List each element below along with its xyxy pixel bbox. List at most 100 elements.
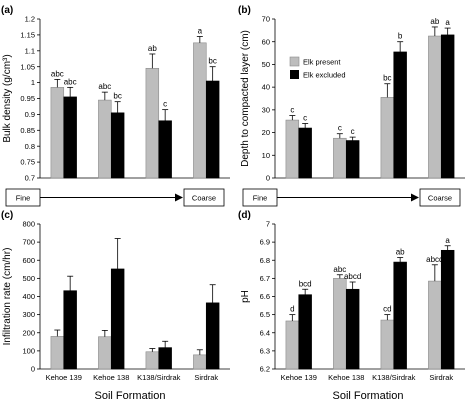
x-tick-label: Kehoe 138 <box>93 373 129 382</box>
y-tick-label: 400 <box>22 292 35 301</box>
significance-letter: abc <box>98 82 111 91</box>
x-axis-label-left: Soil Formation <box>95 390 166 402</box>
gradient-fine-label: Fine <box>253 194 268 203</box>
significance-letter: bc <box>383 74 391 83</box>
significance-letter: abc <box>64 77 77 86</box>
y-tick-label: 6.9 <box>260 238 270 247</box>
x-axis-label-right: Soil Formation <box>333 390 404 402</box>
significance-letter: bc <box>208 57 216 66</box>
x-tick-label: K138/Sirdrak <box>137 373 181 382</box>
gradient-arrow-right: Fine Coarse <box>242 188 461 207</box>
bar-elk-excluded <box>63 96 77 179</box>
bar-elk-excluded <box>393 51 407 179</box>
y-axis-label: pH <box>240 290 251 303</box>
bar-elk-present <box>50 336 65 370</box>
y-tick-label: 6.8 <box>260 256 270 265</box>
significance-letter: abcd <box>426 255 443 264</box>
y-tick-label: 0 <box>266 174 270 183</box>
bar-elk-excluded <box>110 112 125 179</box>
bar-elk-excluded <box>298 127 312 179</box>
y-tick-label: 300 <box>22 310 35 319</box>
y-tick-label: 0 <box>31 365 35 374</box>
legend-label-excluded: Elk excluded <box>303 71 346 80</box>
y-axis-label: Bulk density (g/cm³) <box>2 54 13 142</box>
panel-label: (c) <box>1 210 13 221</box>
significance-letter: c <box>303 113 307 122</box>
y-tick-label: 50 <box>262 60 270 69</box>
bar-elk-present <box>333 278 347 370</box>
chart-panel: (c) Infiltration rate (cm/hr) 0 100 200 300 40… <box>1 210 230 382</box>
bar-elk-present <box>145 351 160 370</box>
significance-letter: a <box>445 18 450 27</box>
y-tick-label: 0.75 <box>20 158 35 167</box>
x-tick-label: Sirdrak <box>194 373 218 382</box>
y-tick-label: 0.9 <box>25 110 35 119</box>
bar-elk-present <box>333 137 347 179</box>
bar-elk-excluded <box>440 249 455 370</box>
bar-elk-excluded <box>298 294 312 370</box>
y-tick-label: 30 <box>262 105 270 114</box>
gradient-fine-label: Fine <box>16 194 31 203</box>
x-tick-label: Sirdrak <box>429 373 453 382</box>
bar-elk-excluded <box>440 34 455 179</box>
bar-elk-present <box>145 67 160 179</box>
y-tick-label: 10 <box>262 151 270 160</box>
y-tick-label: 0.85 <box>20 126 35 135</box>
y-tick-label: 0.8 <box>25 142 35 151</box>
y-tick-label: 6.6 <box>260 292 270 301</box>
significance-letter: a <box>198 26 203 35</box>
bar-elk-present <box>380 97 395 179</box>
y-tick-label: 1.15 <box>20 31 35 40</box>
y-tick-label: 1.2 <box>25 15 35 24</box>
legend-label-present: Elk present <box>303 58 341 67</box>
bar-elk-excluded <box>205 80 220 179</box>
y-tick-label: 60 <box>262 37 270 46</box>
y-tick-label: 100 <box>22 346 35 355</box>
y-tick-label: 6.4 <box>260 328 270 337</box>
y-tick-label: 0.95 <box>20 94 35 103</box>
y-tick-label: 6.7 <box>260 274 270 283</box>
significance-letter: c <box>163 100 167 109</box>
x-tick-label: Kehoe 139 <box>281 373 317 382</box>
bar-elk-excluded <box>158 120 172 179</box>
significance-letter: ab <box>148 44 157 53</box>
panel-label: (b) <box>238 5 251 16</box>
x-tick-label: Kehoe 138 <box>328 373 364 382</box>
legend-swatch-excluded <box>290 70 299 79</box>
bar-elk-excluded <box>63 290 77 370</box>
significance-letter: c <box>351 127 355 136</box>
bar-elk-excluded <box>345 288 360 370</box>
significance-letter: bc <box>113 92 121 101</box>
significance-letter: c <box>338 124 342 133</box>
bar-elk-present <box>428 35 442 179</box>
chart-legend: Elk present Elk excluded <box>289 56 346 80</box>
gradient-coarse-label: Coarse <box>192 194 216 203</box>
gradient-arrow-left: Fine Coarse <box>5 188 225 207</box>
y-tick-label: 200 <box>22 328 35 337</box>
bar-elk-present <box>285 320 300 370</box>
bar-elk-excluded <box>205 302 220 370</box>
y-tick-label: 70 <box>262 15 270 24</box>
y-tick-label: 40 <box>262 83 270 92</box>
chart-panel: (b) Depth to compacted layer (cm) 0 10 20 30 4… <box>238 5 465 183</box>
bar-elk-excluded <box>393 261 407 370</box>
significance-letter: cd <box>383 305 391 314</box>
significance-letter: bcd <box>299 279 312 288</box>
x-tick-label: K138/Sirdrak <box>372 373 416 382</box>
bar-elk-present <box>428 280 442 370</box>
panel-label: (d) <box>238 210 251 221</box>
y-tick-label: 20 <box>262 128 270 137</box>
significance-letter: abcd <box>344 272 361 281</box>
legend-swatch-present <box>289 56 300 67</box>
significance-letter: b <box>398 32 403 41</box>
y-tick-label: 800 <box>22 220 35 229</box>
panel-label: (a) <box>1 5 13 16</box>
y-tick-label: 1.05 <box>20 62 35 71</box>
y-tick-label: 700 <box>22 238 35 247</box>
bar-elk-excluded <box>110 268 125 370</box>
bar-elk-present <box>98 336 112 370</box>
y-tick-label: 0.7 <box>25 174 35 183</box>
significance-letter: abc <box>51 69 64 78</box>
y-tick-label: 6.2 <box>260 365 270 374</box>
significance-letter: d <box>290 305 294 314</box>
